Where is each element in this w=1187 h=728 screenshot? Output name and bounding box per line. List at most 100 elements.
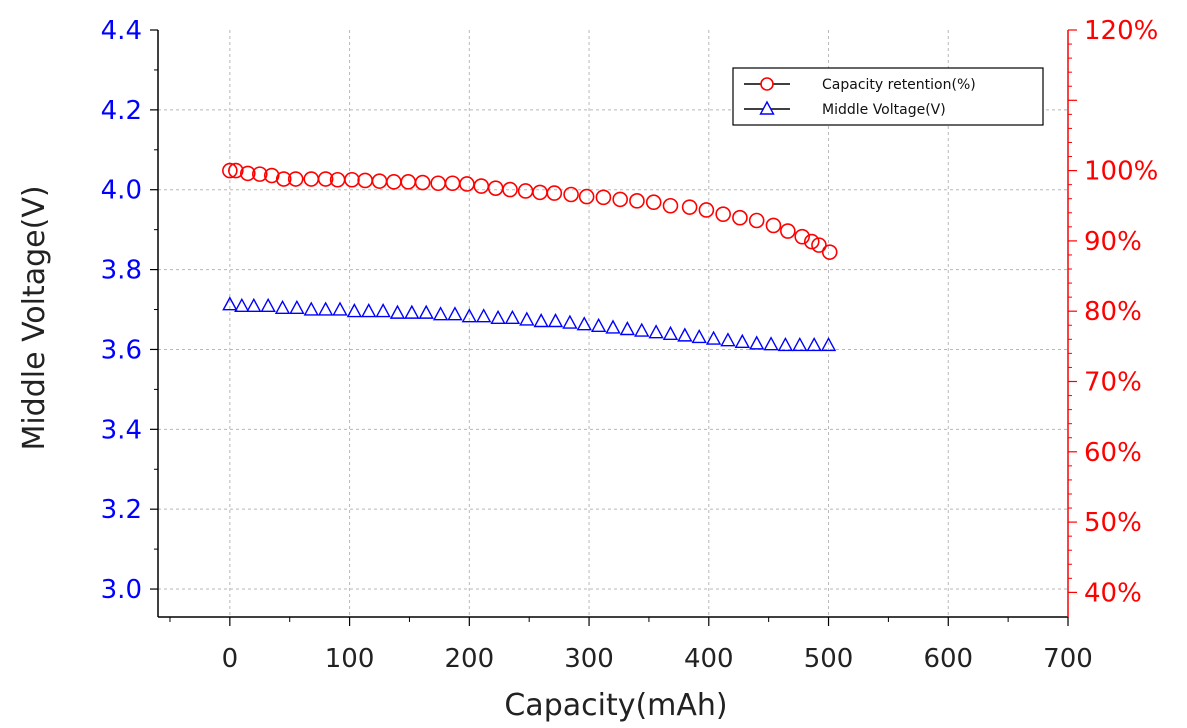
retention-point bbox=[502, 181, 518, 198]
voltage-point bbox=[705, 330, 722, 345]
voltage-point bbox=[619, 321, 636, 336]
retention-point bbox=[263, 167, 280, 184]
y2-tick-label: 120% bbox=[1084, 16, 1158, 46]
voltage-point bbox=[806, 336, 822, 352]
voltage-point bbox=[289, 299, 305, 315]
legend-box bbox=[732, 67, 1044, 126]
voltage-point bbox=[303, 301, 319, 316]
retention-point bbox=[287, 171, 304, 187]
legend: Capacity retention(%) Middle Voltage(V) bbox=[732, 67, 1044, 126]
legend-marker-circle bbox=[760, 77, 774, 91]
y-tick-label: 3.2 bbox=[101, 495, 142, 525]
voltage-point bbox=[504, 309, 521, 325]
retention-point bbox=[765, 217, 782, 234]
voltage-point bbox=[777, 336, 794, 352]
voltage-point bbox=[260, 297, 276, 313]
voltage-point bbox=[418, 304, 434, 319]
x-tick-label: 500 bbox=[804, 644, 854, 674]
legend-label-voltage: Middle Voltage(V) bbox=[822, 102, 946, 118]
retention-point bbox=[794, 228, 810, 245]
retention-point bbox=[371, 173, 388, 189]
retention-point bbox=[303, 171, 320, 187]
retention-point bbox=[662, 197, 679, 214]
retention-point bbox=[430, 175, 446, 192]
retention-point bbox=[715, 206, 731, 222]
axes: 0 100 200 300 400 500 600 700 3.0 3.2 3.4 3.6 3.8 4.0… bbox=[101, 16, 1159, 674]
x-tick-label: 200 bbox=[444, 644, 494, 674]
y2-tick-label: 100% bbox=[1084, 157, 1158, 187]
retention-point bbox=[821, 244, 838, 260]
y2-tick-label: 50% bbox=[1084, 508, 1142, 538]
x-tick-label: 600 bbox=[923, 644, 973, 674]
retention-point bbox=[414, 174, 431, 191]
y-tick-label: 3.0 bbox=[101, 575, 142, 605]
x-tick-label: 700 bbox=[1043, 644, 1093, 674]
retention-point bbox=[532, 184, 548, 201]
voltage-point bbox=[547, 313, 564, 328]
x-axis-title: Capacity(mAh) bbox=[504, 688, 727, 723]
voltage-point bbox=[677, 327, 693, 342]
voltage-point bbox=[792, 336, 808, 352]
retention-point bbox=[459, 176, 475, 192]
retention-point bbox=[780, 223, 796, 239]
retention-point bbox=[251, 166, 268, 182]
y-tick-label: 4.0 bbox=[101, 176, 142, 206]
retention-point bbox=[803, 233, 820, 250]
voltage-point bbox=[447, 306, 463, 321]
voltage-point bbox=[720, 332, 736, 347]
voltage-point bbox=[461, 308, 477, 323]
legend-label-retention: Capacity retention(%) bbox=[822, 77, 976, 93]
voltage-point bbox=[476, 308, 492, 323]
retention-point bbox=[473, 178, 490, 194]
voltage-point bbox=[605, 319, 621, 334]
grid-lines bbox=[158, 30, 1068, 617]
voltage-point bbox=[389, 304, 406, 319]
voltage-point bbox=[346, 303, 363, 318]
voltage-point bbox=[634, 322, 650, 337]
y2-tick-label: 70% bbox=[1084, 367, 1142, 397]
retention-point bbox=[240, 165, 256, 182]
series-markers bbox=[222, 162, 838, 352]
retention-point bbox=[386, 174, 402, 190]
retention-point bbox=[546, 185, 563, 201]
voltage-point bbox=[375, 303, 391, 318]
y-tick-label: 3.6 bbox=[101, 335, 142, 365]
voltage-point bbox=[590, 317, 607, 332]
voltage-point bbox=[234, 297, 250, 313]
voltage-point bbox=[662, 325, 679, 340]
retention-point bbox=[517, 183, 534, 199]
voltage-point bbox=[361, 303, 377, 318]
y-tick-label: 3.8 bbox=[101, 256, 142, 286]
voltage-point bbox=[317, 301, 334, 316]
retention-point bbox=[748, 212, 765, 229]
voltage-point bbox=[820, 336, 837, 352]
retention-point bbox=[444, 175, 461, 192]
retention-point bbox=[222, 162, 238, 179]
retention-point bbox=[681, 199, 698, 215]
voltage-point bbox=[222, 296, 238, 311]
retention-point bbox=[595, 189, 612, 206]
voltage-point bbox=[274, 299, 291, 315]
y-tick-label: 3.4 bbox=[101, 415, 142, 445]
voltage-point bbox=[763, 336, 779, 351]
retention-point bbox=[344, 171, 360, 188]
retention-point bbox=[275, 171, 292, 187]
voltage-point bbox=[562, 314, 578, 329]
y-tick-label: 4.2 bbox=[101, 96, 142, 126]
retention-point bbox=[487, 180, 504, 196]
retention-point bbox=[400, 174, 417, 190]
retention-point bbox=[317, 171, 334, 187]
y-axis-title: Middle Voltage(V) bbox=[17, 185, 52, 450]
x-tick-label: 100 bbox=[325, 644, 375, 674]
retention-point bbox=[357, 172, 373, 189]
retention-point bbox=[645, 194, 662, 211]
retention-point bbox=[563, 186, 579, 203]
voltage-point bbox=[749, 335, 765, 350]
x-tick-label: 0 bbox=[222, 644, 239, 674]
legend-marker-triangle bbox=[759, 100, 775, 115]
retention-point bbox=[612, 191, 628, 208]
x-tick-label: 400 bbox=[684, 644, 734, 674]
retention-point bbox=[578, 188, 595, 205]
voltage-point bbox=[576, 316, 592, 331]
